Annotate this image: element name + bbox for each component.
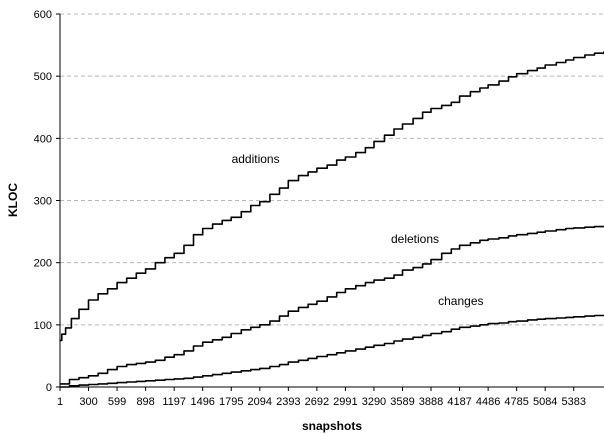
y-tick-label: 0: [46, 382, 52, 394]
x-tick-label: 4187: [447, 396, 471, 408]
x-tick-label: 3290: [362, 396, 386, 408]
y-tick-label: 400: [34, 133, 52, 145]
y-axis-title: KLOC: [6, 183, 20, 217]
x-tick-label: 1197: [162, 396, 186, 408]
y-tick-labels: 0 100 200 300 400 500 600: [34, 9, 60, 394]
x-axis-title: snapshots: [302, 419, 362, 433]
y-tick-label: 200: [34, 258, 52, 270]
series-label-changes: changes: [438, 294, 483, 308]
series-line-additions: [60, 51, 604, 342]
x-tick-label: 4486: [476, 396, 500, 408]
y-tick-label: 300: [34, 196, 52, 208]
x-tick-label: 5084: [533, 396, 557, 408]
series-label-additions: additions: [232, 152, 280, 166]
x-tick-label: 300: [79, 396, 97, 408]
series-labels: additions deletions changes: [232, 152, 484, 308]
x-tick-label: 4785: [504, 396, 528, 408]
y-tick-label: 100: [34, 320, 52, 332]
x-tick-label: 5383: [561, 396, 585, 408]
x-tick-label: 3888: [419, 396, 443, 408]
x-tick-label: 2393: [276, 396, 300, 408]
y-tick-label: 600: [34, 9, 52, 21]
x-tick-label: 2692: [305, 396, 329, 408]
series-label-deletions: deletions: [391, 232, 439, 246]
series-lines: [60, 51, 604, 388]
x-tick-label: 3589: [390, 396, 414, 408]
x-tick-labels: 1 300 599 898 1197 1496 1795 2094 2393 2692 2991 32…: [57, 387, 586, 408]
series-line-deletions: [60, 225, 604, 385]
x-tick-label: 898: [136, 396, 154, 408]
x-tick-label: 599: [108, 396, 126, 408]
x-tick-label: 1496: [190, 396, 214, 408]
x-tick-label: 1795: [219, 396, 243, 408]
x-tick-label: 2094: [248, 396, 272, 408]
x-tick-label: 2991: [333, 396, 357, 408]
y-tick-label: 500: [34, 71, 52, 83]
series-line-changes: [60, 314, 604, 388]
x-tick-label: 1: [57, 396, 63, 408]
grid-lines: [60, 13, 604, 326]
